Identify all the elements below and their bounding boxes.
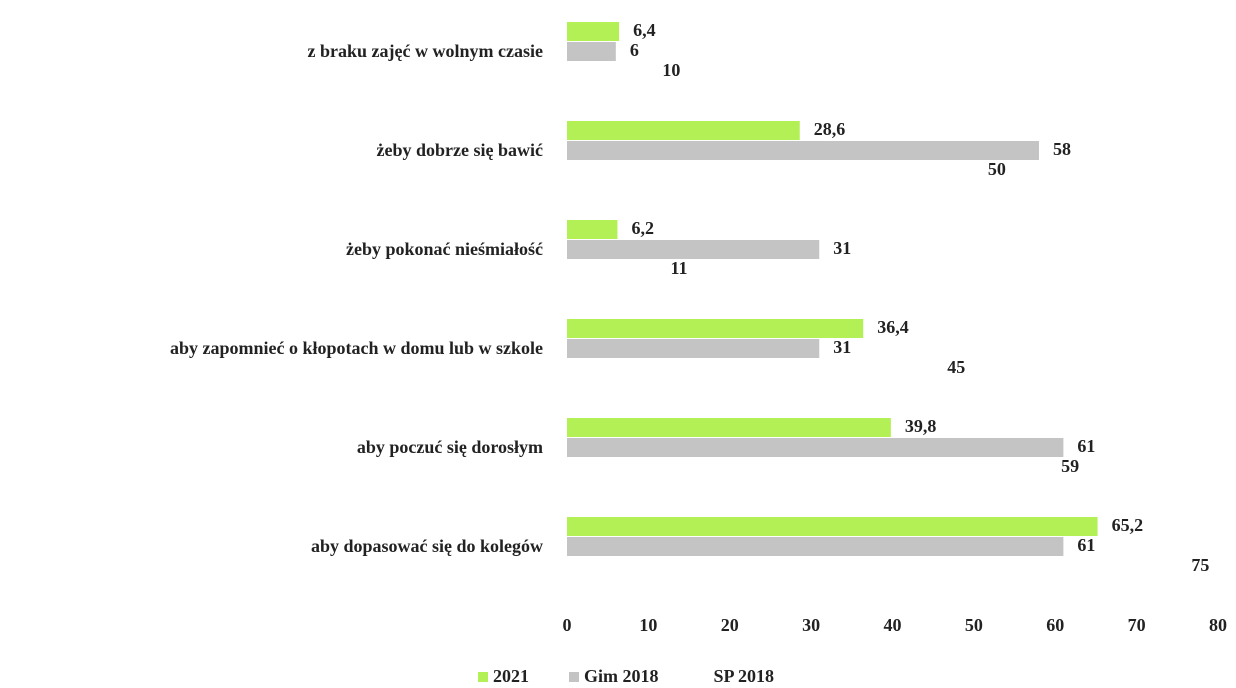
- bar: [567, 240, 820, 259]
- category-label: aby zapomnieć o kłopotach w domu lub w s…: [170, 338, 543, 358]
- value-label: 50: [988, 159, 1006, 179]
- legend-swatch: [478, 672, 488, 682]
- bar: [567, 418, 891, 437]
- value-label: 6: [630, 40, 639, 60]
- x-tick-label: 60: [1046, 615, 1064, 635]
- bar: [567, 359, 934, 378]
- x-tick-label: 40: [884, 615, 902, 635]
- bar: [567, 458, 1048, 477]
- x-tick-label: 20: [721, 615, 739, 635]
- value-label: 65,2: [1112, 515, 1144, 535]
- value-label: 61: [1077, 535, 1095, 555]
- value-label: 75: [1191, 555, 1209, 575]
- value-label: 58: [1053, 139, 1071, 159]
- bar: [567, 517, 1098, 536]
- bar: [567, 537, 1064, 556]
- bar: [567, 260, 657, 279]
- value-label: 45: [947, 357, 965, 377]
- x-tick-label: 0: [563, 615, 572, 635]
- value-label: 61: [1077, 436, 1095, 456]
- bar: [567, 22, 620, 41]
- value-label: 31: [833, 238, 851, 258]
- bar: [567, 220, 618, 239]
- value-label: 11: [671, 258, 688, 278]
- value-label: 59: [1061, 456, 1079, 476]
- bar: [567, 161, 974, 180]
- value-label: 36,4: [877, 317, 909, 337]
- category-label: z braku zajęć w wolnym czasie: [308, 41, 543, 61]
- category-label: żeby pokonać nieśmiałość: [346, 239, 543, 259]
- value-label: 31: [833, 337, 851, 357]
- value-label: 6,4: [633, 20, 656, 40]
- x-tick-label: 80: [1209, 615, 1227, 635]
- bar: [567, 62, 649, 81]
- legend-swatch: [698, 672, 709, 682]
- value-label: 28,6: [814, 119, 846, 139]
- x-tick-label: 30: [802, 615, 820, 635]
- category-label: aby poczuć się dorosłym: [357, 437, 543, 457]
- bar: [567, 42, 616, 61]
- legend-swatch: [569, 672, 579, 682]
- category-label: żeby dobrze się bawić: [377, 140, 543, 160]
- bar: [567, 121, 800, 140]
- value-label: 10: [662, 60, 680, 80]
- x-tick-label: 10: [639, 615, 657, 635]
- value-label: 6,2: [631, 218, 654, 238]
- legend-label: Gim 2018: [584, 666, 659, 686]
- bar: [567, 557, 1178, 576]
- bar: [567, 438, 1064, 457]
- value-label: 39,8: [905, 416, 937, 436]
- bar: [567, 319, 864, 338]
- bar: [567, 141, 1039, 160]
- category-label: aby dopasować się do kolegów: [311, 536, 543, 556]
- x-tick-label: 50: [965, 615, 983, 635]
- legend-label: 2021: [493, 666, 529, 686]
- bar: [567, 339, 820, 358]
- legend-label: SP 2018: [714, 666, 775, 686]
- x-tick-label: 70: [1128, 615, 1146, 635]
